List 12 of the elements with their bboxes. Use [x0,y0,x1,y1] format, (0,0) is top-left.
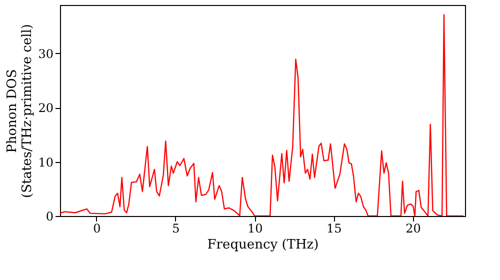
y-axis-title: Phonon DOS (States/THz·primitive cell) [5,24,36,198]
x-tick-label: 0 [93,222,101,236]
y-tick-label: 10 [38,155,54,170]
y-tick-label: 20 [38,101,54,116]
line-series [60,14,464,216]
x-tick-label: 10 [247,222,263,236]
x-tick-label: 15 [326,222,342,236]
x-axis-title: Frequency (THz) [207,238,319,252]
x-tick-label: 20 [406,222,421,236]
x-tick-label: 5 [172,222,180,236]
y-tick-label: 0 [46,210,54,224]
y-tick-label: 30 [38,46,54,61]
